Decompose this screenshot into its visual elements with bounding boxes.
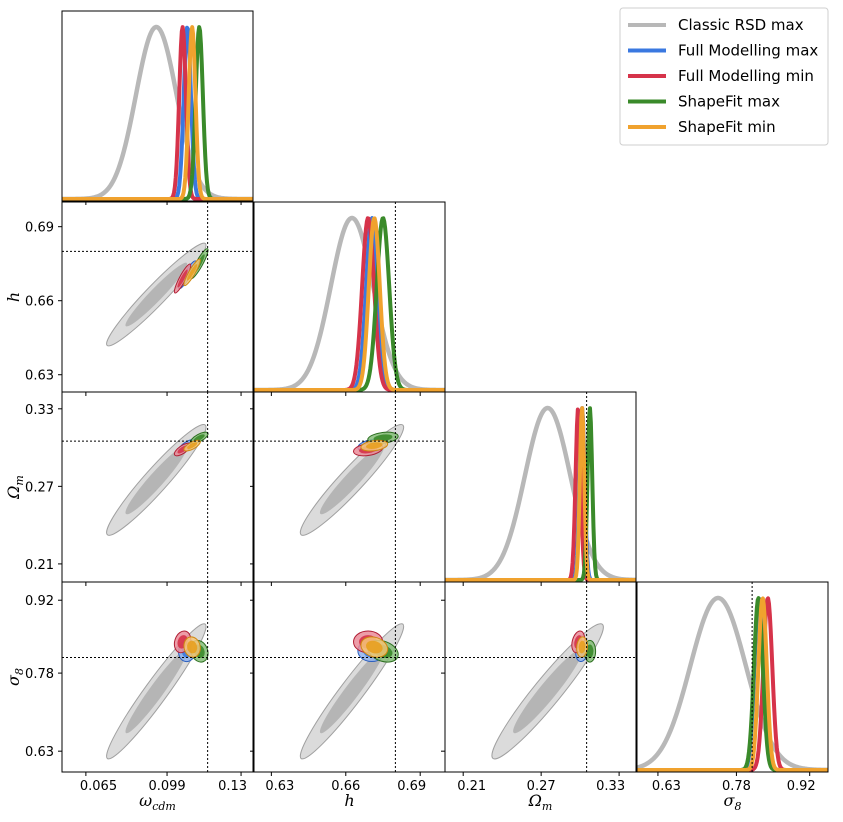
contour-classic-rsd-max-inner [319, 649, 385, 734]
contour-shapefit-min-inner [366, 442, 383, 449]
panel-plot-area [62, 202, 253, 392]
panel-frame [61, 581, 254, 773]
y-tick-label-h: 0.69 [25, 221, 54, 236]
y-axis-label-Om: Ωm [4, 475, 26, 500]
marginal-curve-classic-rsd-max [62, 24, 253, 201]
contour-classic-rsd-max-inner [125, 649, 188, 734]
legend-box [619, 7, 829, 146]
legend-label: Full Modelling max [678, 42, 818, 60]
y-tick-label-h: 0.66 [25, 295, 54, 310]
contour-classic-rsd-max-inner [125, 445, 188, 515]
panel-frame [253, 201, 446, 393]
x-tick-label-Om: 0.33 [596, 779, 625, 794]
marginal-curve-full-modelling-max [62, 25, 253, 201]
contour-full-modelling-min-inner [177, 269, 188, 288]
contour-shapefit-max-inner [193, 434, 205, 442]
x-axis-label-wcdm: ωcdm [139, 791, 176, 813]
x-tick-label-s8: 0.92 [787, 779, 816, 794]
panel-plot-area [254, 202, 445, 392]
y-tick-label-Om: 0.27 [25, 480, 54, 495]
x-tick-label-Om: 0.27 [527, 779, 556, 794]
panel-plot-area [637, 582, 828, 772]
x-tick-label-Om: 0.21 [457, 779, 486, 794]
marginal-curve-shapefit-max [445, 406, 636, 582]
marginal-curve-full-modelling-min [445, 407, 636, 582]
legend-label: Full Modelling min [678, 67, 814, 85]
panel-s8-s8 [636, 581, 829, 776]
contour-shapefit-min-inner [187, 640, 198, 654]
y-tick-label-s8: 0.63 [25, 745, 54, 760]
panel-Om-wcdm [58, 391, 254, 586]
panel-plot-area [254, 582, 445, 772]
marginal-curve-shapefit-min [62, 25, 253, 201]
marginal-curve-classic-rsd-max [445, 405, 636, 582]
panel-h-wcdm [58, 201, 254, 396]
y-tick-label-s8: 0.78 [25, 667, 54, 682]
panel-plot-area [254, 392, 445, 582]
x-tick-label-h: 0.69 [397, 779, 426, 794]
contour-shapefit-min-inner [187, 442, 198, 449]
contour-classic-rsd-max-inner [513, 649, 583, 734]
panel-frame [444, 581, 637, 773]
panel-plot-area [62, 582, 253, 772]
y-tick-label-Om: 0.21 [25, 558, 54, 573]
y-tick-label-Om: 0.33 [25, 403, 54, 418]
marginal-curve-shapefit-min [445, 406, 636, 582]
marginal-curve-full-modelling-max [254, 216, 445, 392]
panel-h-h [253, 201, 446, 396]
panel-s8-h [250, 581, 446, 776]
marginal-curve-shapefit-min [637, 596, 828, 772]
marginal-curve-full-modelling-max [445, 406, 636, 582]
x-tick-label-s8: 0.78 [722, 779, 751, 794]
panel-plot-area [62, 24, 253, 201]
x-axis-label-Om: Ωm [528, 791, 553, 813]
contour-shapefit-max-inner [586, 644, 594, 658]
contour-classic-rsd-max-inner [319, 445, 385, 515]
y-axis-label-h: h [4, 292, 23, 302]
y-tick-label-h: 0.63 [25, 369, 54, 384]
panel-frame [61, 10, 254, 202]
y-axis-label-s8: σ8 [4, 668, 26, 686]
contour-shapefit-min-inner [187, 264, 198, 281]
y-tick-label-s8: 0.92 [25, 594, 54, 609]
x-tick-label-wcdm: 0.13 [218, 779, 247, 794]
x-tick-label-h: 0.66 [331, 779, 360, 794]
legend-label: ShapeFit max [678, 93, 780, 111]
marginal-curve-full-modelling-min [254, 216, 445, 392]
panel-plot-area [445, 392, 636, 582]
contour-classic-rsd-max-inner [125, 262, 188, 327]
legend: Classic RSD max Full Modelling max Full Mo… [619, 7, 829, 146]
x-tick-label-wcdm: 0.099 [148, 779, 185, 794]
panel-wcdm-wcdm [61, 10, 254, 205]
marginal-curve-full-modelling-min [62, 25, 253, 201]
x-tick-label-s8: 0.63 [652, 779, 681, 794]
panel-frame [636, 581, 829, 773]
marginal-curve-shapefit-max [62, 25, 253, 201]
marginal-curve-shapefit-max [254, 216, 445, 392]
x-tick-label-wcdm: 0.065 [80, 779, 117, 794]
contour-shapefit-min-inner [366, 640, 383, 654]
marginal-curve-classic-rsd-max [254, 215, 445, 392]
panel-Om-Om [444, 391, 637, 586]
panel-s8-wcdm [58, 581, 254, 776]
contour-shapefit-min-inner [578, 640, 586, 654]
x-axis-label-h: h [344, 791, 354, 810]
legend-label: ShapeFit min [678, 118, 776, 136]
x-tick-label-h: 0.63 [265, 779, 294, 794]
marginal-curve-classic-rsd-max [637, 595, 828, 772]
contour-shapefit-max-inner [373, 434, 393, 442]
panel-plot-area [62, 392, 253, 582]
panel-plot-area [445, 582, 636, 772]
marginal-curve-shapefit-min [254, 216, 445, 392]
legend-label: Classic RSD max [678, 16, 804, 34]
panel-Om-h [250, 391, 446, 586]
x-axis-label-s8: σ8 [724, 791, 742, 813]
panel-s8-Om [441, 581, 637, 776]
